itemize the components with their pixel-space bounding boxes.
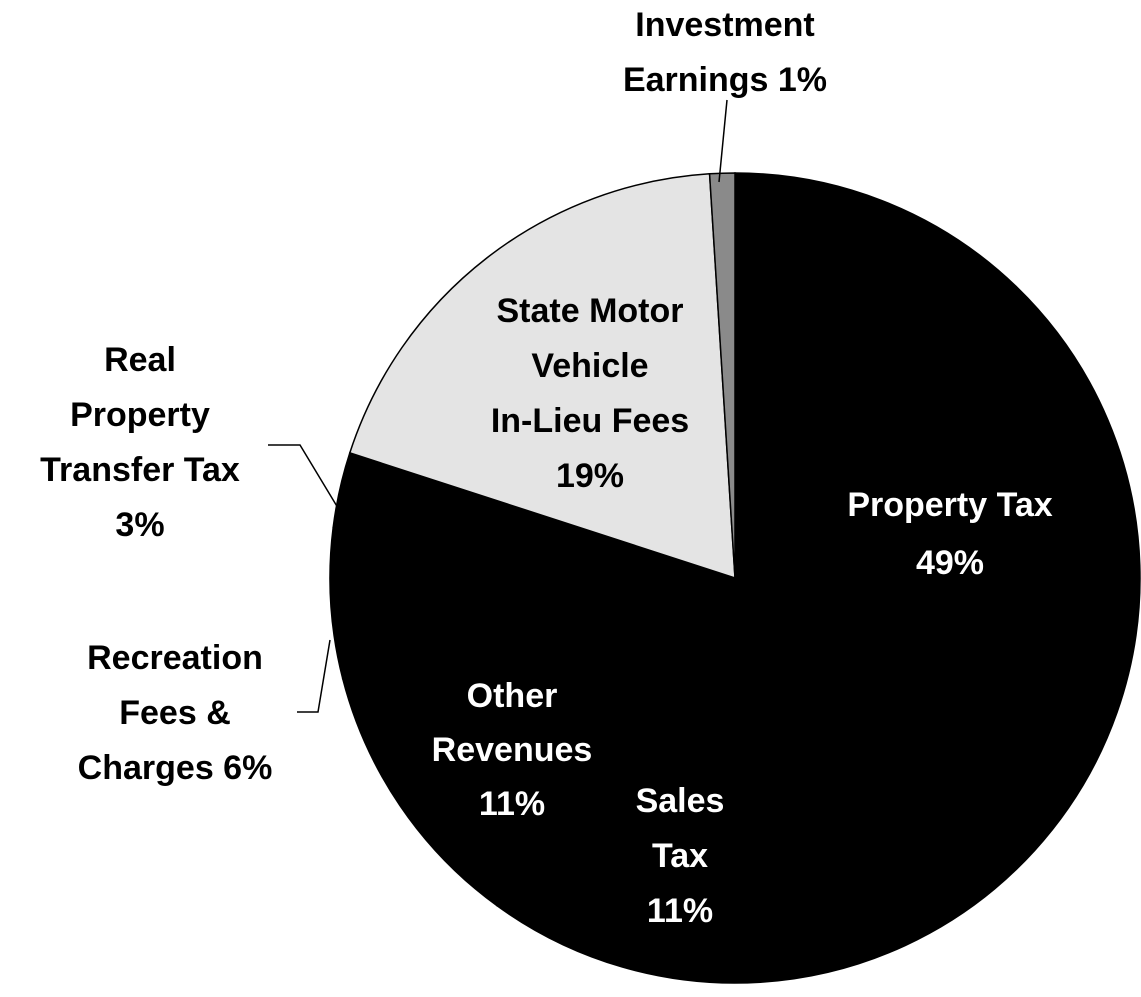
labels: Property Tax 49% Sales Tax 11% Other Revenues 1…	[40, 6, 1053, 930]
slice-label: 49%	[916, 544, 984, 582]
pie-slice	[708, 172, 736, 579]
leader-line	[297, 639, 331, 713]
slice-label: Property Tax	[847, 486, 1052, 524]
pie	[329, 172, 1141, 984]
slice-label: Earnings 1%	[623, 61, 827, 99]
leader-line	[718, 99, 728, 183]
pie-slice	[341, 576, 737, 907]
slice-label: Property	[70, 396, 210, 434]
slice-label: Vehicle	[531, 347, 648, 385]
slice-label: Transfer Tax	[40, 451, 240, 489]
slice-label: Real	[104, 341, 176, 379]
slice-label: 19%	[556, 457, 624, 495]
slice-label: State Motor	[497, 292, 684, 330]
slice-label: Investment	[635, 6, 815, 44]
slice-label: Charges 6%	[78, 749, 273, 787]
pie-slice	[329, 526, 736, 680]
slice-label: Recreation	[87, 639, 263, 677]
slice-label: Other	[467, 677, 558, 715]
slice-label: In-Lieu Fees	[491, 402, 689, 440]
pie-slice	[348, 173, 736, 580]
slice-label: Tax	[652, 837, 708, 875]
leader-line	[268, 444, 339, 509]
slice-label: 11%	[479, 785, 545, 823]
slice-label: Sales	[636, 782, 725, 820]
slice-label: Fees &	[119, 694, 231, 732]
slice-label: 3%	[115, 506, 164, 544]
slice-label: 11%	[647, 892, 713, 930]
pie-slice	[734, 172, 1141, 983]
pie-slice	[495, 575, 762, 984]
slice-label: Revenues	[432, 731, 593, 769]
